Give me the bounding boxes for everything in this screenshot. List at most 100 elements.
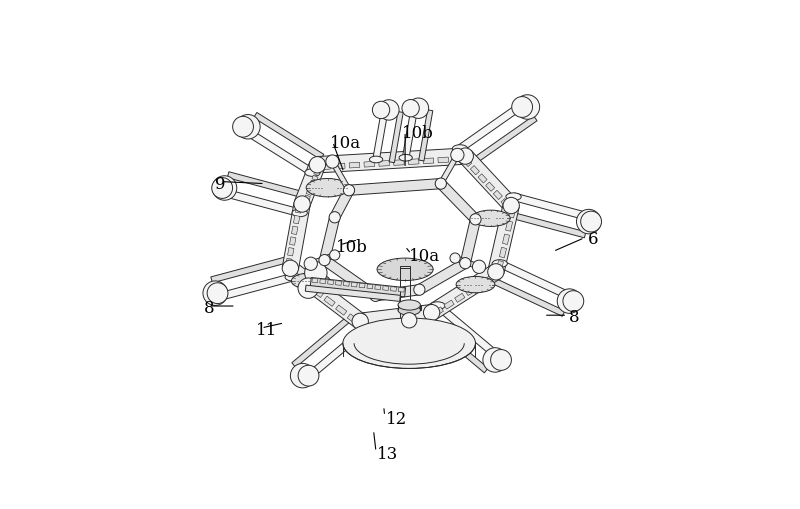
Polygon shape <box>227 173 306 199</box>
Polygon shape <box>408 159 419 165</box>
Text: 8: 8 <box>570 308 580 325</box>
Circle shape <box>402 100 419 118</box>
Ellipse shape <box>354 323 464 364</box>
Polygon shape <box>508 212 586 238</box>
Polygon shape <box>359 284 365 288</box>
Text: 10a: 10a <box>409 247 440 264</box>
Text: 10b: 10b <box>402 125 434 142</box>
Circle shape <box>488 264 504 280</box>
Polygon shape <box>438 158 449 163</box>
Polygon shape <box>254 114 324 160</box>
Polygon shape <box>389 112 403 163</box>
Polygon shape <box>470 166 479 176</box>
Polygon shape <box>349 179 441 196</box>
Text: 11: 11 <box>256 321 278 338</box>
Circle shape <box>305 262 327 285</box>
Polygon shape <box>312 278 318 283</box>
Polygon shape <box>335 305 347 316</box>
Circle shape <box>330 250 340 261</box>
Circle shape <box>352 314 368 330</box>
Ellipse shape <box>408 105 421 111</box>
Text: 8: 8 <box>204 299 214 317</box>
Polygon shape <box>286 259 292 267</box>
Polygon shape <box>282 203 310 270</box>
Circle shape <box>460 258 471 269</box>
Polygon shape <box>458 101 527 152</box>
Polygon shape <box>294 216 300 224</box>
Ellipse shape <box>216 189 231 197</box>
Ellipse shape <box>506 193 522 201</box>
Polygon shape <box>454 256 480 270</box>
Circle shape <box>490 350 511 371</box>
Ellipse shape <box>452 146 468 153</box>
Ellipse shape <box>209 294 224 302</box>
Text: 12: 12 <box>386 410 407 427</box>
Polygon shape <box>215 274 294 302</box>
Ellipse shape <box>378 107 391 114</box>
Polygon shape <box>304 195 310 201</box>
Circle shape <box>310 157 326 174</box>
Circle shape <box>435 179 446 190</box>
Circle shape <box>212 178 233 199</box>
Polygon shape <box>320 279 326 284</box>
Polygon shape <box>310 278 406 297</box>
Ellipse shape <box>582 214 598 221</box>
Polygon shape <box>287 248 294 257</box>
Circle shape <box>294 196 310 213</box>
Polygon shape <box>290 237 296 246</box>
Polygon shape <box>334 164 345 169</box>
Ellipse shape <box>492 260 507 268</box>
Polygon shape <box>294 162 325 208</box>
Circle shape <box>483 348 507 373</box>
Polygon shape <box>306 191 312 196</box>
Polygon shape <box>303 326 369 382</box>
Ellipse shape <box>285 274 300 281</box>
Polygon shape <box>359 305 433 330</box>
Circle shape <box>563 291 584 312</box>
Circle shape <box>408 99 429 119</box>
Ellipse shape <box>358 325 374 332</box>
Circle shape <box>290 364 315 388</box>
Polygon shape <box>496 261 503 271</box>
Polygon shape <box>330 161 351 192</box>
Polygon shape <box>417 259 468 295</box>
Ellipse shape <box>564 294 579 301</box>
Polygon shape <box>319 165 330 171</box>
Polygon shape <box>499 248 506 258</box>
Polygon shape <box>462 158 472 167</box>
Ellipse shape <box>399 155 412 162</box>
Polygon shape <box>211 257 289 284</box>
Circle shape <box>370 291 381 302</box>
Polygon shape <box>322 257 378 300</box>
Polygon shape <box>434 307 443 316</box>
Polygon shape <box>312 288 323 298</box>
Polygon shape <box>314 171 320 176</box>
Ellipse shape <box>305 169 320 177</box>
Polygon shape <box>382 286 389 291</box>
Circle shape <box>378 101 399 121</box>
Circle shape <box>457 149 474 165</box>
Polygon shape <box>343 282 350 287</box>
Polygon shape <box>222 189 301 217</box>
Circle shape <box>558 289 582 314</box>
Circle shape <box>298 365 319 386</box>
Circle shape <box>470 214 481 225</box>
Ellipse shape <box>456 277 495 293</box>
Polygon shape <box>289 270 300 280</box>
Polygon shape <box>437 181 479 223</box>
Text: 10b: 10b <box>336 238 368 256</box>
Polygon shape <box>486 273 497 282</box>
Polygon shape <box>319 217 340 262</box>
Ellipse shape <box>374 330 444 357</box>
Circle shape <box>203 281 227 306</box>
Polygon shape <box>291 227 298 235</box>
Polygon shape <box>335 281 342 286</box>
Polygon shape <box>402 108 418 159</box>
Circle shape <box>212 177 237 201</box>
Polygon shape <box>427 265 500 320</box>
Ellipse shape <box>398 305 420 316</box>
Polygon shape <box>310 181 316 186</box>
Polygon shape <box>423 159 434 164</box>
Circle shape <box>577 210 601 234</box>
Circle shape <box>372 102 390 120</box>
